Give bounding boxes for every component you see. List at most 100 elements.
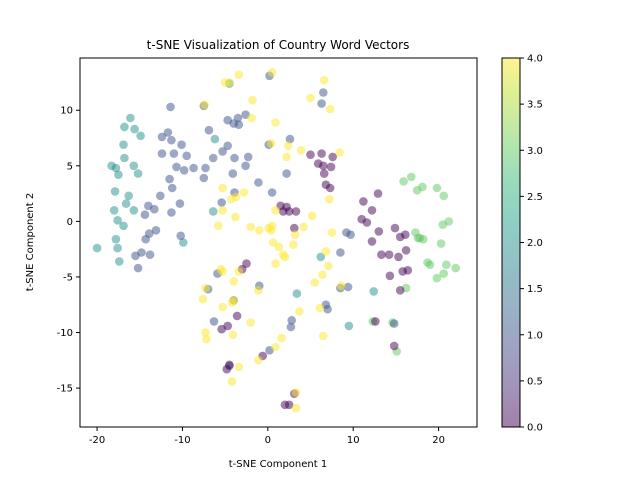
data-point [166,102,175,112]
data-point [150,204,159,214]
data-point [323,304,332,314]
data-point [254,286,263,295]
data-point [165,174,174,184]
data-point [189,163,198,173]
data-point [413,233,423,243]
data-point [369,287,379,296]
data-point [295,307,304,316]
data-point [222,364,232,374]
data-point [114,170,123,179]
data-point [367,237,377,246]
data-point [218,267,227,276]
colorbar-tick-label: 1.5 [527,284,543,295]
data-point [228,330,238,340]
data-point [292,289,302,298]
data-point [179,238,188,247]
data-point [399,177,408,186]
data-point [133,169,143,178]
colorbar-gradient [502,58,520,427]
data-point [285,134,295,144]
data-point [225,78,234,87]
data-point [167,183,177,193]
data-point [229,296,238,305]
data-point [289,240,298,249]
x-tick-label: 0 [265,435,271,446]
data-point [439,269,449,278]
plot-area [79,57,478,428]
data-point [267,221,277,231]
data-point [282,152,291,162]
data-point [385,271,395,281]
colorbar: 0.0 0.5 1.0 1.5 2.0 2.5 3.0 3.5 4.0 [501,54,543,434]
data-point [254,178,263,187]
data-point [228,169,238,178]
data-point [318,270,327,280]
data-point [286,322,296,332]
data-point [267,188,277,197]
data-point [374,227,384,236]
data-point [362,218,372,227]
data-point [267,68,277,77]
data-point [163,128,173,137]
data-point [113,243,122,253]
data-point [299,222,309,232]
y-tick-label: -5 [63,272,73,283]
data-point [182,151,191,161]
data-point [432,273,442,283]
data-point [201,328,210,337]
data-point [230,153,239,163]
data-point [199,173,209,183]
data-point [407,172,416,182]
data-point [432,183,442,193]
data-point [119,140,128,149]
data-point [231,192,241,202]
data-point [239,188,249,197]
data-point [316,252,326,262]
data-point [120,122,129,132]
x-tick-label: 20 [432,435,445,446]
data-point [291,207,301,216]
data-point [319,169,329,178]
data-point [319,88,328,97]
data-point [232,311,242,321]
data-point [344,321,354,331]
data-point [290,230,300,239]
colorbar-tick-label: 3.0 [527,146,543,157]
data-point [218,147,227,156]
data-point [282,202,291,212]
data-point [282,169,291,178]
data-point [130,124,139,134]
data-point [317,99,326,108]
plot-frame [79,57,478,428]
data-point [198,294,208,304]
data-point [377,250,386,259]
data-point [395,286,405,295]
chart-title: t-SNE Visualization of Country Word Vect… [147,38,410,52]
data-point [124,191,133,201]
data-point [217,324,226,334]
data-point [151,226,161,235]
data-point [254,356,263,365]
y-axis: -15 -10 -5 0 5 10 [57,106,80,395]
data-point [140,210,150,219]
data-point [325,183,335,193]
data-point [144,229,154,238]
data-point [290,223,299,233]
data-point [208,153,218,163]
data-point [233,113,243,123]
data-point [425,260,435,270]
data-point [439,191,449,201]
data-point [246,318,256,327]
data-point [328,152,338,162]
data-point [319,331,328,341]
data-point [319,161,328,171]
data-point [384,250,394,259]
data-point [217,198,226,207]
data-point [145,250,155,259]
data-point [129,206,139,215]
data-point [234,267,244,276]
data-point [268,238,278,247]
data-point [210,134,220,144]
data-point [291,403,301,413]
